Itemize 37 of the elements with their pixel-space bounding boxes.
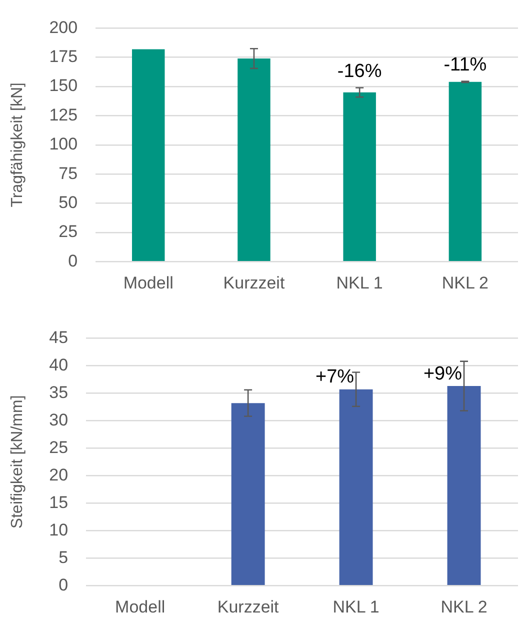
y-tick-label: 0 [58, 575, 68, 594]
y-tick-label: 175 [49, 47, 78, 66]
annotation: -16% [337, 60, 382, 82]
x-tick-label: NKL 1 [332, 597, 380, 616]
annotation: +9% [423, 363, 462, 384]
x-tick-label: Kurzzeit [223, 273, 285, 292]
y-tick-label: 10 [49, 520, 68, 540]
x-tick-label: Kurzzeit [217, 597, 280, 616]
y-tick-label: 25 [49, 438, 68, 457]
y-tick-label: 100 [49, 134, 78, 154]
y-tick-label: 50 [58, 192, 78, 212]
y-tick-label: 25 [58, 222, 78, 242]
bar [448, 82, 482, 261]
y-tick-label: 150 [49, 76, 78, 96]
bar [132, 49, 165, 261]
bar [343, 92, 376, 261]
y-tick-label: 200 [49, 18, 78, 37]
y-tick-label: 30 [49, 410, 68, 430]
x-tick-label: NKL 2 [440, 597, 488, 616]
x-tick-label: NKL 2 [442, 273, 489, 292]
annotation: -11% [444, 54, 487, 76]
y-tick-label: 5 [58, 548, 68, 567]
y-tick-label: 45 [49, 328, 68, 347]
annotation: +7% [315, 366, 354, 388]
y-tick-label: 75 [58, 164, 78, 183]
y-tick-label: 0 [68, 251, 78, 270]
y-tick-label: 40 [49, 355, 68, 374]
bar [238, 58, 270, 261]
y-axis-title: Tragfähigkeit [kN] [9, 82, 26, 208]
y-tick-label: 35 [49, 382, 68, 402]
x-tick-label: NKL 1 [336, 273, 383, 292]
x-tick-label: Modell [123, 273, 174, 292]
y-tick-label: 125 [49, 105, 78, 124]
y-tick-label: 15 [49, 492, 68, 512]
y-axis-title: Steifigkeit [kN/mm] [9, 395, 26, 529]
y-tick-label: 20 [49, 465, 68, 484]
x-tick-label: Modell [115, 597, 166, 616]
